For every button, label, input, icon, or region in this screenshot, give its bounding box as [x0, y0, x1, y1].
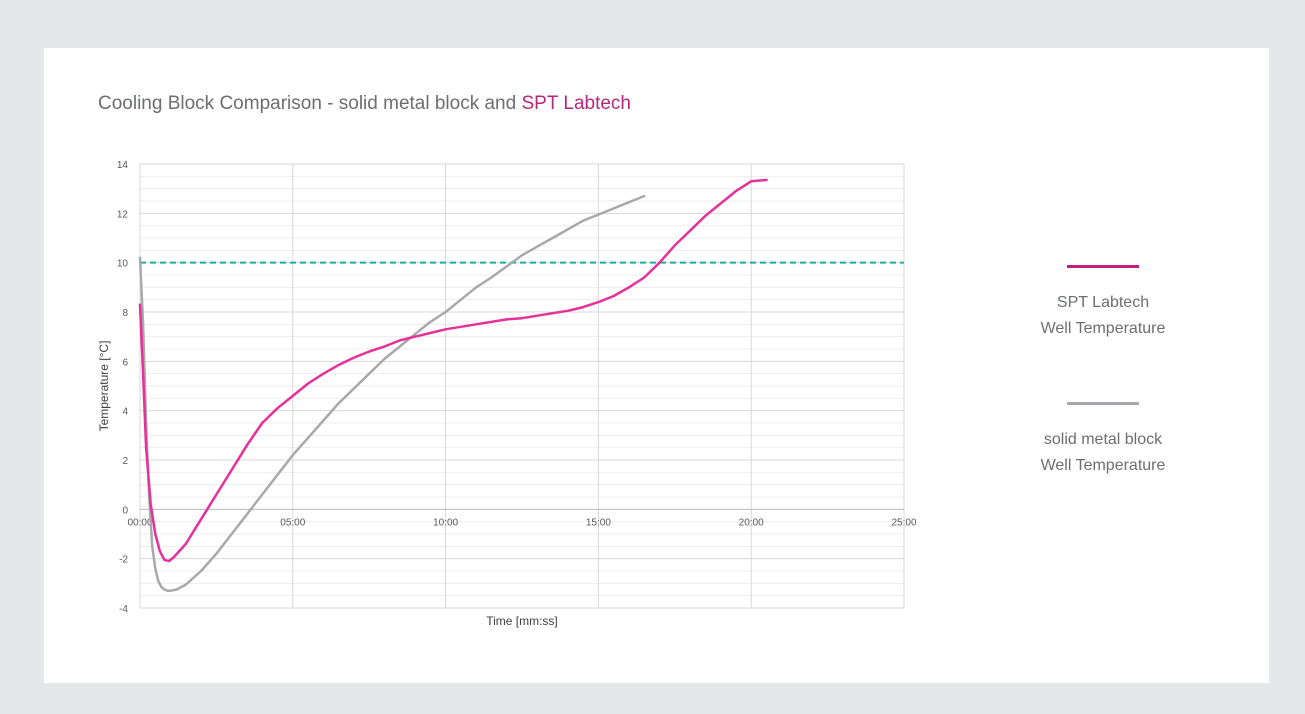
chart-title: Cooling Block Comparison - solid metal b… [98, 93, 631, 115]
legend-swatch-solid-metal [1067, 402, 1139, 405]
x-tick-label: 20:00 [739, 517, 764, 528]
title-accent: SPT Labtech [521, 93, 631, 114]
x-tick-label: 00:00 [127, 517, 152, 528]
legend-swatch-spt [1067, 265, 1139, 268]
legend-solid-line2: Well Temperature [1040, 457, 1166, 474]
x-tick-label: 15:00 [586, 517, 611, 528]
legend-spt-line2: Well Temperature [1040, 320, 1166, 337]
series-line-spt [138, 178, 768, 563]
y-tick-label: 4 [122, 407, 128, 418]
y-axis-label: Temperature [°C] [97, 341, 111, 432]
y-tick-label: 0 [122, 505, 128, 516]
y-tick-label: 10 [117, 259, 129, 270]
legend-label-spt: SPT Labtech Well Temperature [1003, 290, 1203, 342]
x-tick-label: 10:00 [433, 517, 458, 528]
y-tick-label: -4 [119, 604, 128, 615]
y-tick-label: 12 [117, 209, 129, 220]
y-tick-label: -2 [119, 555, 128, 566]
legend-spt-line1: SPT Labtech [1056, 294, 1150, 311]
legend-label-solid-metal: solid metal block Well Temperature [1003, 427, 1203, 479]
y-tick-label: 2 [122, 456, 128, 467]
legend-item-spt: SPT Labtech Well Temperature [1003, 265, 1203, 342]
legend-item-solid-metal: solid metal block Well Temperature [1003, 402, 1203, 479]
series-line-solid-metal [138, 194, 646, 592]
y-tick-label: 6 [122, 357, 128, 368]
chart-card: Cooling Block Comparison - solid metal b… [44, 48, 1269, 683]
x-tick-label: 25:00 [891, 517, 916, 528]
title-prefix: Cooling Block Comparison - solid metal b… [98, 93, 522, 114]
x-tick-label: 05:00 [280, 517, 305, 528]
y-tick-label: 14 [117, 160, 129, 171]
legend-solid-line1: solid metal block [1043, 431, 1163, 448]
x-axis-label: Time [mm:ss] [486, 614, 558, 628]
y-tick-label: 8 [122, 308, 128, 319]
